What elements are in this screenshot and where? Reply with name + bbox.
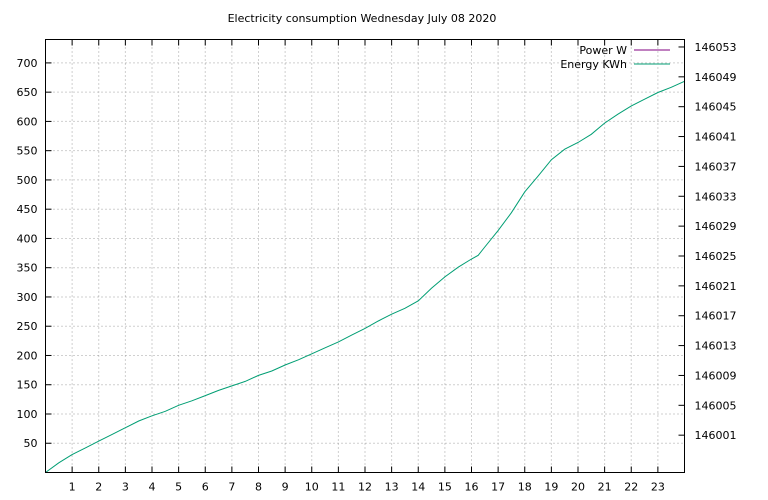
y-tick-label: 250 (17, 320, 38, 333)
x-tick-label: 3 (122, 481, 129, 494)
x-tick-label: 21 (598, 481, 612, 494)
y-tick-label: 600 (17, 115, 38, 128)
x-tick-label: 2 (95, 481, 102, 494)
y-tick-label: 300 (17, 291, 38, 304)
x-tick-label: 23 (651, 481, 665, 494)
y-tick-label: 500 (17, 174, 38, 187)
plot-frame (45, 39, 685, 473)
x-tick-label: 17 (491, 481, 505, 494)
x-tick-label: 8 (255, 481, 262, 494)
legend-label: Power W (579, 44, 627, 57)
axes: 1 2 3 4 5 6 7 8 9 10 11 12 13 14 15 16 17 18 19 20 21 22 23501… (17, 39, 737, 494)
y2-tick-label: 146005 (695, 399, 737, 412)
y2-tick-label: 146045 (695, 101, 737, 114)
y-tick-label: 200 (17, 349, 38, 362)
grid-lines (45, 39, 685, 473)
y-tick-label: 400 (17, 232, 38, 245)
y-tick-label: 550 (17, 145, 38, 158)
y-tick-label: 150 (17, 379, 38, 392)
y2-tick-label: 146013 (695, 340, 737, 353)
x-tick-label: 4 (149, 481, 156, 494)
x-tick-label: 13 (385, 481, 399, 494)
series-line (45, 80, 685, 473)
y2-tick-label: 146025 (695, 250, 737, 263)
chart-title: Electricity consumption Wednesday July 0… (228, 12, 497, 25)
x-tick-label: 1 (69, 481, 76, 494)
y2-tick-label: 146049 (695, 71, 737, 84)
y-tick-label: 50 (24, 437, 38, 450)
legend-label: Energy KWh (560, 58, 627, 71)
x-tick-label: 12 (358, 481, 372, 494)
x-tick-label: 5 (175, 481, 182, 494)
y2-tick-label: 146009 (695, 369, 737, 382)
y2-tick-label: 146017 (695, 310, 737, 323)
series-lines (45, 80, 685, 473)
y-tick-label: 450 (17, 203, 38, 216)
x-tick-label: 18 (518, 481, 532, 494)
x-tick-label: 22 (624, 481, 638, 494)
y-tick-label: 350 (17, 262, 38, 275)
x-tick-label: 19 (544, 481, 558, 494)
x-tick-label: 11 (331, 481, 345, 494)
x-tick-label: 15 (438, 481, 452, 494)
x-tick-label: 9 (282, 481, 289, 494)
x-tick-label: 10 (305, 481, 319, 494)
x-tick-label: 14 (411, 481, 425, 494)
y2-tick-label: 146033 (695, 190, 737, 203)
y2-tick-label: 146041 (695, 131, 737, 144)
y2-tick-label: 146029 (695, 220, 737, 233)
x-tick-label: 7 (228, 481, 235, 494)
y-tick-label: 650 (17, 86, 38, 99)
y2-tick-label: 146053 (695, 41, 737, 54)
x-tick-label: 16 (465, 481, 479, 494)
y-tick-label: 700 (17, 57, 38, 70)
y-tick-label: 100 (17, 408, 38, 421)
x-tick-label: 6 (202, 481, 209, 494)
x-tick-label: 20 (571, 481, 585, 494)
y2-tick-label: 146001 (695, 429, 737, 442)
y2-tick-label: 146037 (695, 160, 737, 173)
y2-tick-label: 146021 (695, 280, 737, 293)
